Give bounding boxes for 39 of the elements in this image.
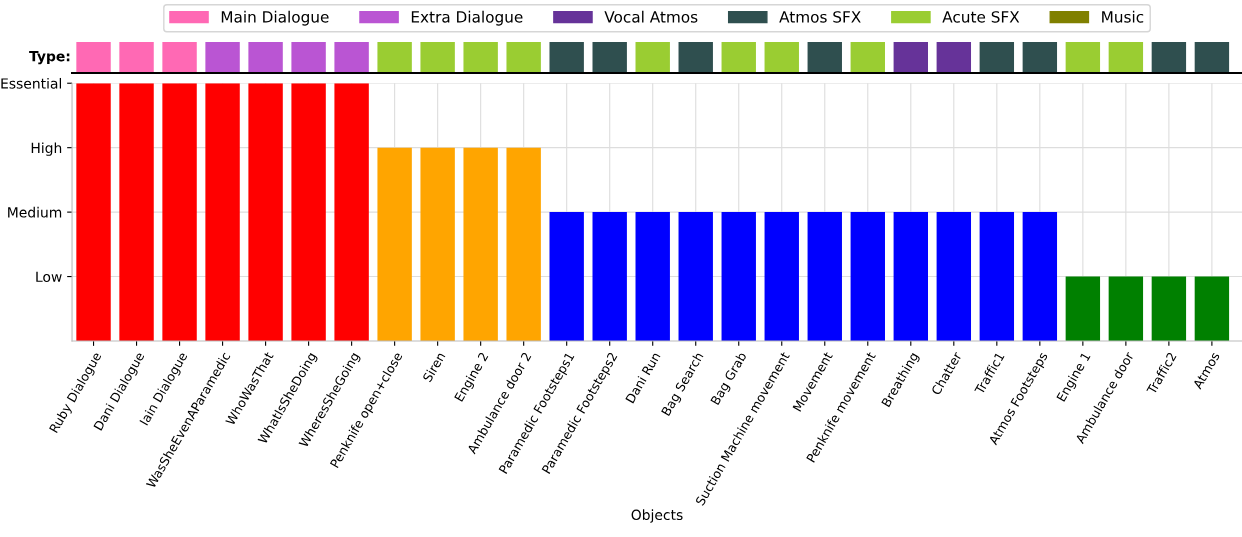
bar bbox=[377, 147, 412, 341]
bar bbox=[678, 212, 713, 341]
x-axis-title: Objects bbox=[631, 509, 683, 523]
legend-label: Atmos SFX bbox=[779, 11, 861, 23]
bar bbox=[807, 212, 842, 341]
bar bbox=[420, 147, 455, 341]
legend-label: Music bbox=[1102, 10, 1144, 23]
bar bbox=[764, 212, 799, 341]
bar bbox=[506, 147, 541, 341]
bar bbox=[549, 212, 584, 341]
bar bbox=[334, 83, 369, 341]
category-label: Essential bbox=[1, 77, 62, 89]
legend-label: Vocal Atmos bbox=[604, 10, 698, 23]
bar bbox=[76, 83, 111, 341]
bar bbox=[119, 83, 154, 341]
category-label: High bbox=[31, 142, 62, 156]
bar bbox=[721, 212, 756, 341]
bar bbox=[1108, 276, 1144, 341]
y-axis-title: Type: bbox=[29, 51, 70, 65]
bar bbox=[850, 212, 885, 341]
category-label: Medium bbox=[8, 206, 62, 218]
bar bbox=[1194, 276, 1230, 341]
bar bbox=[979, 212, 1015, 341]
bar bbox=[162, 83, 197, 341]
bar bbox=[248, 83, 283, 341]
bar bbox=[291, 83, 326, 341]
legend-label: Main Dialogue bbox=[221, 10, 329, 26]
category-label: Low bbox=[36, 271, 62, 283]
bar bbox=[1065, 276, 1101, 341]
bar bbox=[1022, 212, 1058, 341]
bar bbox=[635, 212, 670, 341]
bar bbox=[936, 212, 972, 341]
bar bbox=[592, 212, 627, 341]
bar bbox=[205, 83, 240, 341]
bar bbox=[463, 147, 498, 341]
legend-label: Extra Dialogue bbox=[411, 10, 523, 26]
legend-label: Acute SFX bbox=[942, 11, 1020, 23]
bar bbox=[1151, 276, 1187, 341]
bar bbox=[893, 212, 928, 341]
